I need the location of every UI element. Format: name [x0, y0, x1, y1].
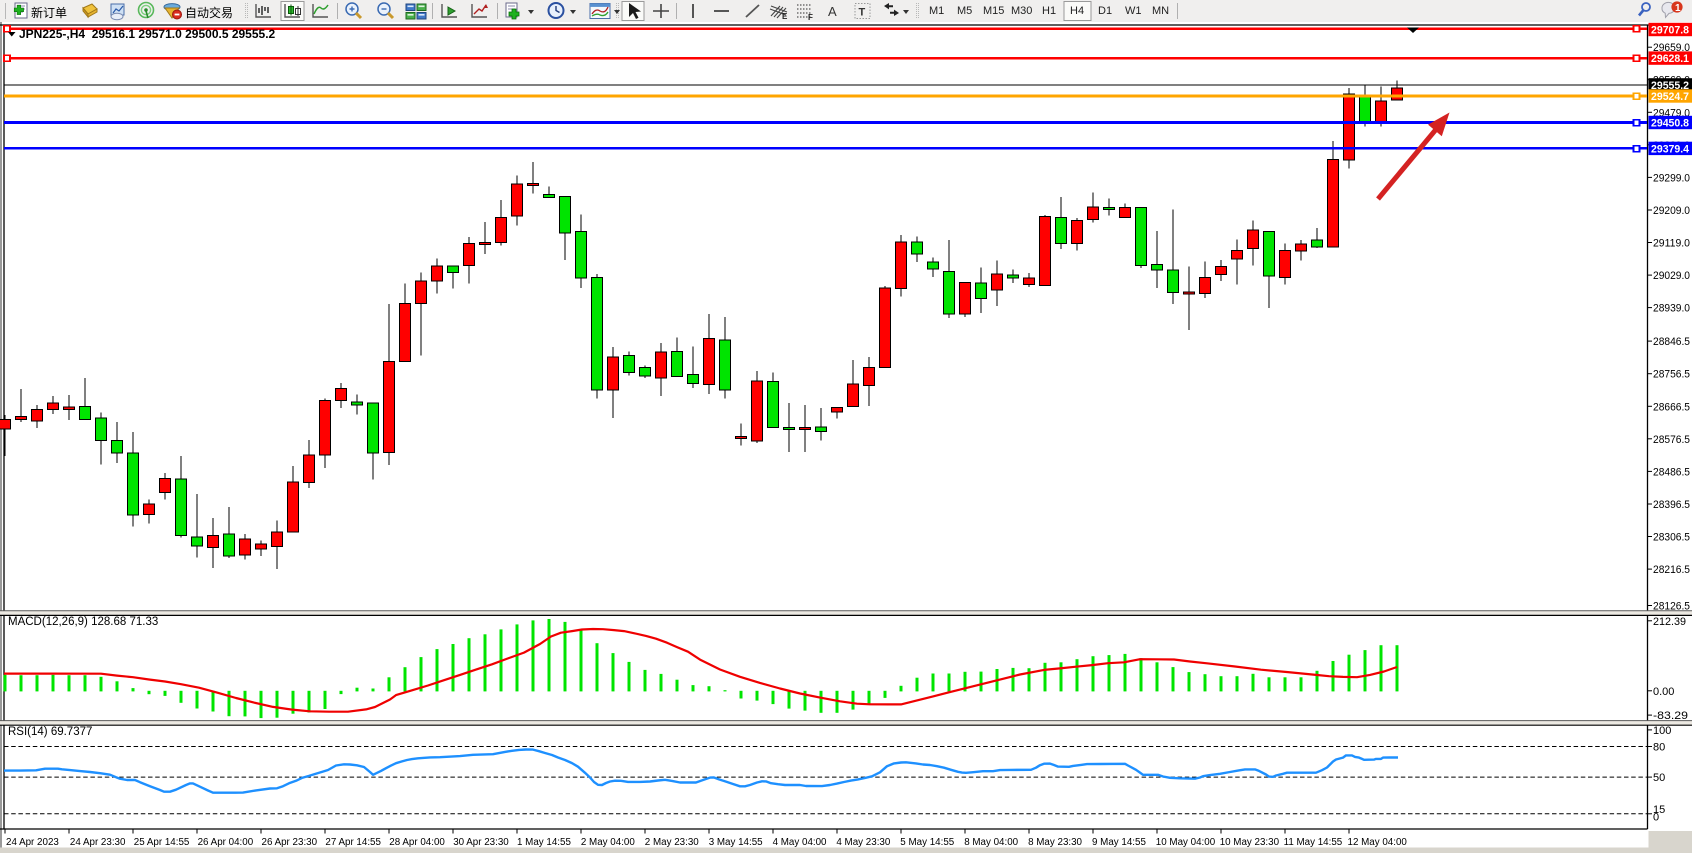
svg-text:1 May 14:55: 1 May 14:55: [517, 837, 571, 848]
svg-text:100: 100: [1653, 725, 1671, 737]
svg-text:29299.0: 29299.0: [1653, 172, 1690, 184]
svg-text:JPN225-,H4 29516.1 29571.0 29: JPN225-,H4 29516.1 29571.0 29500.5 29555…: [19, 27, 276, 41]
svg-text:28396.5: 28396.5: [1653, 499, 1690, 511]
svg-text:4 May 23:30: 4 May 23:30: [836, 837, 890, 848]
svg-text:29707.8: 29707.8: [1651, 25, 1689, 37]
svg-text:10 May 04:00: 10 May 04:00: [1156, 837, 1216, 848]
svg-text:F: F: [808, 13, 813, 22]
svg-text:29555.2: 29555.2: [1651, 80, 1689, 92]
svg-text:1: 1: [1675, 3, 1681, 14]
svg-text:2 May 23:30: 2 May 23:30: [645, 837, 699, 848]
svg-text:28126.5: 28126.5: [1653, 601, 1690, 613]
svg-text:30 Apr 23:30: 30 Apr 23:30: [453, 837, 509, 848]
svg-text:28939.0: 28939.0: [1653, 303, 1690, 315]
svg-text:80: 80: [1653, 742, 1665, 754]
svg-text:E: E: [782, 12, 788, 21]
svg-text:10 May 23:30: 10 May 23:30: [1220, 837, 1280, 848]
svg-text:12 May 04:00: 12 May 04:00: [1348, 837, 1408, 848]
svg-text:28666.5: 28666.5: [1653, 401, 1690, 413]
svg-text:28486.5: 28486.5: [1653, 466, 1690, 478]
svg-text:29628.1: 29628.1: [1651, 53, 1689, 65]
svg-text:26 Apr 23:30: 26 Apr 23:30: [262, 837, 318, 848]
svg-text:2 May 04:00: 2 May 04:00: [581, 837, 635, 848]
svg-text:8 May 23:30: 8 May 23:30: [1028, 837, 1082, 848]
svg-text:8 May 04:00: 8 May 04:00: [964, 837, 1018, 848]
svg-text:24 Apr 2023: 24 Apr 2023: [6, 837, 59, 848]
svg-text:24 Apr 23:30: 24 Apr 23:30: [70, 837, 126, 848]
svg-text:25 Apr 14:55: 25 Apr 14:55: [134, 837, 190, 848]
svg-text:15: 15: [1653, 804, 1665, 816]
svg-text:26 Apr 04:00: 26 Apr 04:00: [198, 837, 254, 848]
svg-text:27 Apr 14:55: 27 Apr 14:55: [325, 837, 381, 848]
svg-text:28 Apr 04:00: 28 Apr 04:00: [389, 837, 445, 848]
svg-text:29029.0: 29029.0: [1653, 270, 1690, 282]
svg-text:29524.7: 29524.7: [1651, 91, 1689, 103]
svg-text:9 May 14:55: 9 May 14:55: [1092, 837, 1146, 848]
svg-text:-83.29: -83.29: [1653, 710, 1688, 722]
svg-text:0: 0: [1653, 812, 1659, 824]
svg-text:MACD(12,26,9) 128.68 71.33: MACD(12,26,9) 128.68 71.33: [8, 616, 158, 628]
svg-text:29379.4: 29379.4: [1651, 144, 1690, 156]
svg-text:212.39: 212.39: [1653, 616, 1686, 628]
svg-text:29659.0: 29659.0: [1653, 42, 1690, 54]
svg-text:11 May 14:55: 11 May 14:55: [1284, 837, 1343, 848]
svg-text:28846.5: 28846.5: [1653, 336, 1690, 348]
svg-text:0.00: 0.00: [1653, 686, 1674, 698]
svg-text:T: T: [859, 7, 866, 19]
svg-text:29209.0: 29209.0: [1653, 205, 1690, 217]
svg-text:28756.5: 28756.5: [1653, 369, 1690, 381]
svg-text:28306.5: 28306.5: [1653, 532, 1690, 544]
svg-text:29119.0: 29119.0: [1653, 238, 1690, 250]
svg-text:28216.5: 28216.5: [1653, 564, 1690, 576]
svg-text:29450.8: 29450.8: [1651, 118, 1689, 130]
svg-text:A: A: [828, 4, 837, 19]
svg-text:RSI(14) 69.7377: RSI(14) 69.7377: [8, 726, 92, 738]
svg-text:5 May 14:55: 5 May 14:55: [900, 837, 954, 848]
svg-text:4 May 04:00: 4 May 04:00: [773, 837, 827, 848]
svg-text:3 May 14:55: 3 May 14:55: [709, 837, 763, 848]
svg-text:50: 50: [1653, 772, 1665, 784]
svg-text:28576.5: 28576.5: [1653, 434, 1690, 446]
